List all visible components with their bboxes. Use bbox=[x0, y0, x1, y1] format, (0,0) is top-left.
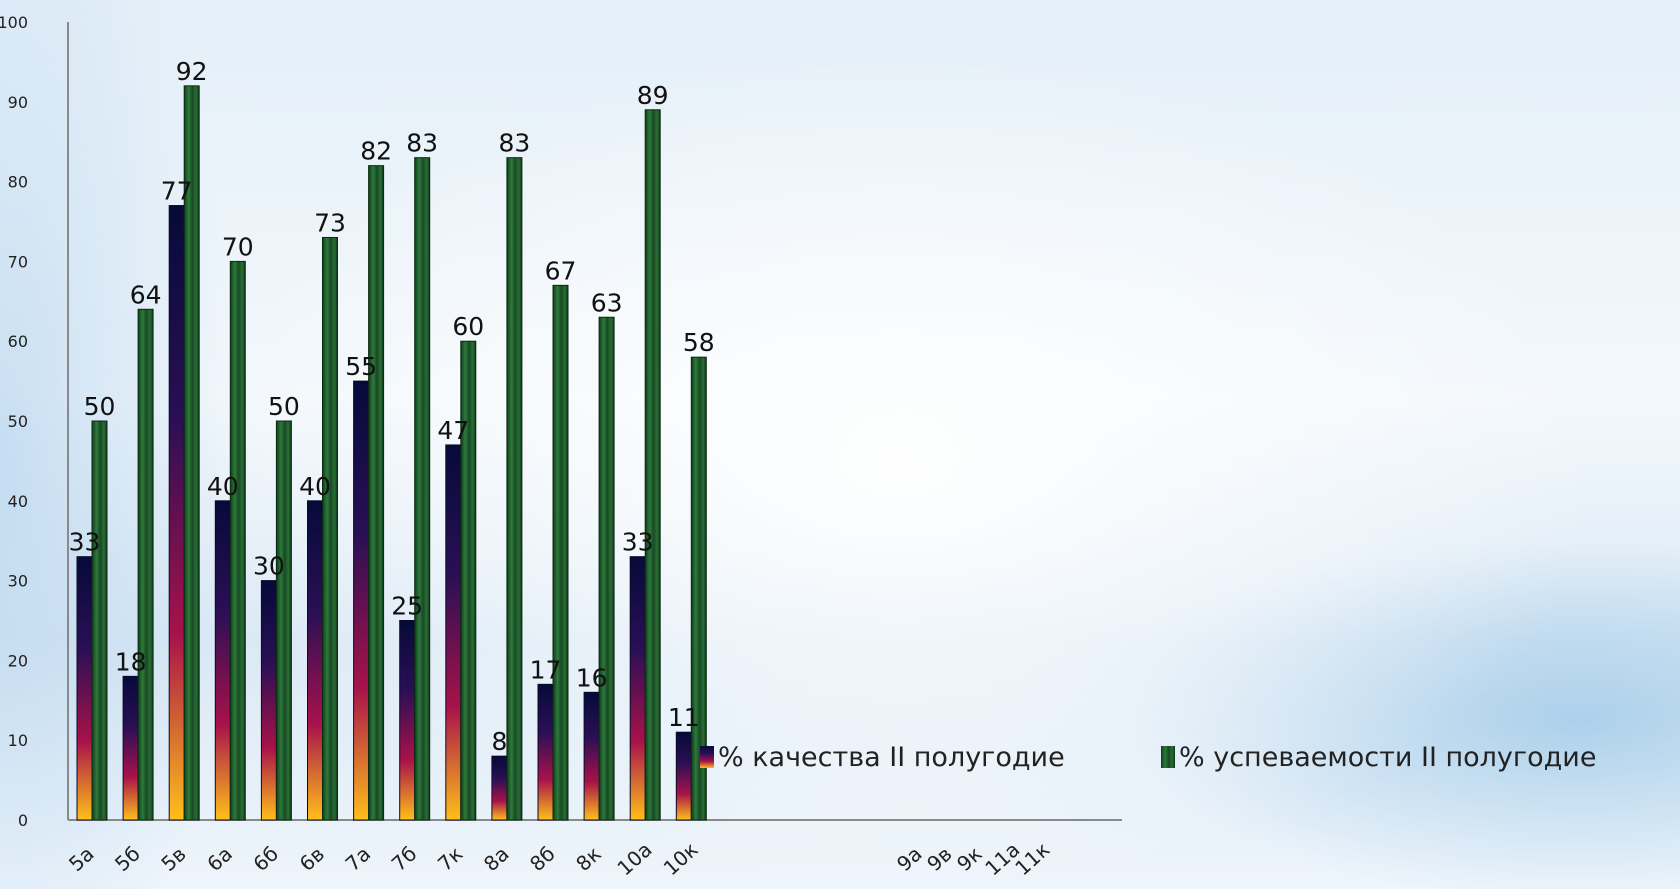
quality-data-label: 40 bbox=[299, 472, 331, 501]
success-data-label: 73 bbox=[314, 208, 346, 237]
x-tick-label: 9к bbox=[952, 842, 986, 876]
success-data-label: 58 bbox=[683, 328, 715, 357]
y-tick-label: 50 bbox=[8, 412, 28, 431]
x-tick-label: 5а bbox=[64, 842, 99, 877]
legend-swatch-success bbox=[1161, 746, 1175, 768]
quality-data-label: 40 bbox=[207, 472, 239, 501]
success-bar bbox=[183, 85, 200, 821]
legend-label-success: % успеваемости II полугодие bbox=[1179, 742, 1596, 773]
chart-legend: % качества II полугодие % успеваемости II… bbox=[700, 742, 1596, 773]
success-data-label: 83 bbox=[498, 129, 530, 158]
success-bar bbox=[229, 260, 246, 821]
x-tick-label: 5б bbox=[110, 841, 145, 876]
success-bar bbox=[506, 157, 523, 821]
y-tick-label: 10 bbox=[8, 731, 28, 750]
success-data-label: 50 bbox=[268, 392, 300, 421]
legend-swatch-quality bbox=[700, 746, 714, 768]
success-data-label: 92 bbox=[176, 57, 208, 86]
success-data-label: 83 bbox=[406, 129, 438, 158]
x-tick-label: 7б bbox=[387, 841, 422, 876]
legend-label-quality: % качества II полугодие bbox=[718, 742, 1065, 773]
quality-data-label: 18 bbox=[115, 647, 147, 676]
x-tick-label: 8к bbox=[571, 842, 605, 876]
x-tick-label: 11к bbox=[1010, 837, 1054, 880]
quality-bar bbox=[260, 580, 277, 821]
x-tick-label: 9а bbox=[892, 842, 927, 877]
quality-bar bbox=[583, 691, 600, 821]
success-bar bbox=[368, 165, 385, 821]
quality-data-label: 11 bbox=[668, 703, 700, 732]
quality-bar bbox=[214, 500, 231, 821]
y-tick-label: 20 bbox=[8, 651, 28, 670]
quality-data-label: 33 bbox=[622, 528, 654, 557]
success-data-label: 63 bbox=[591, 288, 623, 317]
success-bar bbox=[598, 316, 615, 821]
quality-bar bbox=[537, 683, 554, 821]
success-data-label: 50 bbox=[84, 392, 116, 421]
quality-data-label: 16 bbox=[576, 663, 608, 692]
x-tick-label: 10а bbox=[612, 837, 656, 880]
quality-bar bbox=[629, 556, 646, 821]
quality-bar bbox=[353, 380, 370, 821]
success-bar bbox=[644, 109, 661, 821]
success-data-label: 89 bbox=[637, 81, 669, 110]
y-tick-label: 90 bbox=[8, 93, 28, 112]
quality-data-label: 77 bbox=[161, 177, 193, 206]
success-bar bbox=[137, 308, 154, 821]
x-tick-label: 6а bbox=[202, 842, 237, 877]
success-data-label: 82 bbox=[360, 137, 392, 166]
quality-bar bbox=[675, 731, 692, 821]
quality-bar bbox=[307, 500, 323, 821]
success-bar bbox=[322, 236, 338, 821]
x-tick-label: 6в bbox=[295, 842, 329, 876]
success-bar bbox=[91, 420, 108, 821]
x-tick-label: 8б bbox=[525, 841, 560, 876]
y-tick-label: 40 bbox=[8, 492, 28, 511]
y-tick-label: 30 bbox=[8, 572, 28, 591]
success-bar bbox=[460, 340, 477, 821]
y-tick-label: 0 bbox=[18, 811, 28, 830]
quality-data-label: 17 bbox=[530, 655, 562, 684]
success-data-label: 67 bbox=[545, 256, 577, 285]
quality-data-label: 8 bbox=[491, 727, 507, 756]
quality-data-label: 25 bbox=[391, 592, 423, 621]
x-tick-label: 7а bbox=[341, 842, 376, 877]
success-bar bbox=[275, 420, 292, 821]
y-tick-label: 70 bbox=[8, 252, 28, 271]
quality-bar bbox=[445, 444, 462, 821]
chart-bars bbox=[76, 85, 707, 821]
success-data-label: 64 bbox=[130, 280, 162, 309]
x-tick-label: 10к bbox=[659, 837, 703, 880]
x-tick-label: 5в bbox=[156, 842, 190, 876]
quality-data-label: 33 bbox=[69, 528, 101, 557]
x-tick-label: 7к bbox=[433, 842, 467, 876]
quality-data-label: 47 bbox=[437, 416, 469, 445]
y-tick-label: 80 bbox=[8, 173, 28, 192]
quality-data-label: 30 bbox=[253, 552, 285, 581]
y-tick-label: 100 bbox=[0, 13, 28, 32]
quality-bar bbox=[122, 675, 139, 821]
chart-data-labels: 33 50 18 64 77 92 40 70 30 50 40 73 55 82 25 83 47 60 8 83 1… bbox=[69, 57, 715, 756]
x-tick-label: 8а bbox=[479, 842, 514, 877]
success-bar bbox=[414, 157, 431, 821]
success-data-label: 60 bbox=[452, 312, 484, 341]
quality-bar bbox=[168, 205, 185, 821]
quality-bar bbox=[399, 620, 416, 821]
success-bar bbox=[552, 284, 569, 821]
quality-bar bbox=[76, 556, 93, 821]
quality-data-label: 55 bbox=[345, 352, 377, 381]
quality-bar bbox=[491, 755, 508, 821]
y-tick-label: 60 bbox=[8, 332, 28, 351]
success-data-label: 70 bbox=[222, 232, 254, 261]
success-bar bbox=[690, 356, 707, 821]
x-tick-label: 6б bbox=[248, 841, 283, 876]
